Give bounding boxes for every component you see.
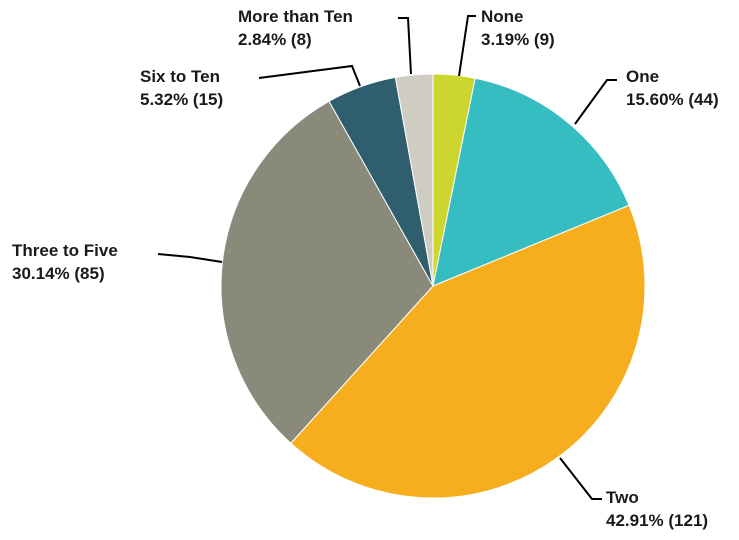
leader-lines (157, 15, 617, 500)
leader-line-three-to-five (157, 253, 223, 263)
pie-slice-three-to-five (220, 100, 434, 444)
leader-line-more-than-ten (398, 17, 412, 75)
slice-value-label-one: 15.60% (44) (626, 90, 719, 109)
leader-line-two (559, 457, 602, 500)
slice-label-three-to-five: Three to Five (12, 241, 118, 260)
pie-slices (220, 73, 646, 499)
pie-slice-one (432, 77, 630, 287)
leader-line-one (574, 79, 617, 125)
leader-line-none (458, 15, 476, 77)
slice-value-label-more-than-ten: 2.84% (8) (238, 30, 312, 49)
slice-label-more-than-ten: More than Ten (238, 7, 353, 26)
slice-value-label-three-to-five: 30.14% (85) (12, 264, 105, 283)
slice-label-none: None (481, 7, 524, 26)
pie-slice-more-than-ten (394, 73, 434, 287)
slice-value-label-two: 42.91% (121) (606, 511, 708, 530)
slice-label-one: One (626, 67, 659, 86)
slice-labels: None 3.19% (9) One 15.60% (44) Two 42.91% (12… (12, 7, 719, 530)
pie-slice-two (290, 204, 646, 499)
slice-label-six-to-ten: Six to Ten (140, 67, 220, 86)
slice-value-label-six-to-ten: 5.32% (15) (140, 90, 223, 109)
slice-value-label-none: 3.19% (9) (481, 30, 555, 49)
leader-line-six-to-ten (258, 64, 361, 87)
slice-label-two: Two (606, 488, 639, 507)
